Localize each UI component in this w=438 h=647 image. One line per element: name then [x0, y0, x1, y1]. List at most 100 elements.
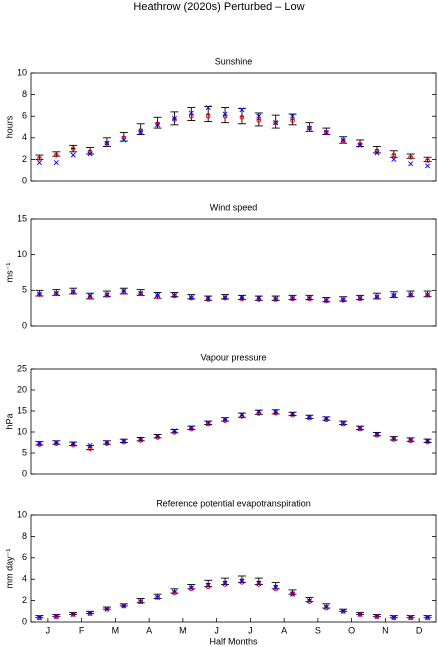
- x-marker: [155, 594, 161, 600]
- plot-area: [30, 514, 437, 623]
- x-marker: [425, 438, 431, 444]
- x-marker: [290, 295, 296, 301]
- point-marker: [290, 118, 295, 123]
- point-marker: [222, 582, 228, 587]
- x-marker: [138, 129, 144, 135]
- x-marker: [391, 436, 397, 442]
- x-marker: [239, 412, 245, 418]
- x-marker: [239, 578, 245, 584]
- x-marker: [391, 292, 397, 298]
- point-marker: [273, 297, 278, 302]
- point-marker: [138, 291, 143, 297]
- point-marker: [87, 446, 93, 452]
- x-marker: [408, 437, 414, 443]
- point-marker: [172, 117, 177, 122]
- point-marker: [391, 437, 397, 442]
- point-marker: [357, 612, 363, 617]
- x-marker: [121, 438, 127, 444]
- x-marker: [171, 589, 177, 595]
- y-axis-label: ms⁻¹: [4, 263, 14, 283]
- y-tick-label: 2: [22, 154, 27, 164]
- x-marker: [104, 292, 110, 298]
- point-marker: [155, 595, 160, 600]
- point-marker: [273, 586, 278, 592]
- x-marker: [323, 604, 329, 610]
- point-marker: [324, 605, 329, 611]
- x-marker: [408, 161, 414, 167]
- x-marker: [306, 295, 312, 301]
- x-marker: [357, 611, 363, 618]
- x-marker: [205, 105, 211, 111]
- point-marker: [138, 129, 143, 134]
- x-marker: [155, 433, 161, 439]
- x-marker: [323, 297, 329, 303]
- x-marker: [70, 611, 76, 618]
- x-marker: [222, 580, 228, 586]
- x-marker: [256, 113, 262, 119]
- y-tick-label: 0: [22, 468, 27, 478]
- y-tick-label: 15: [17, 213, 27, 223]
- figure-title: Heathrow (2020s) Perturbed – Low: [133, 1, 304, 13]
- x-tick-label: S: [315, 625, 321, 635]
- x-marker: [36, 160, 42, 166]
- x-marker: [138, 290, 144, 296]
- y-axis-label: hPa: [4, 413, 14, 429]
- x-marker: [340, 297, 346, 303]
- y-tick-label: 10: [17, 426, 27, 436]
- point-marker: [239, 580, 245, 585]
- x-marker: [290, 591, 296, 597]
- x-marker: [340, 608, 346, 614]
- x-marker: [374, 432, 380, 438]
- x-marker: [70, 289, 76, 295]
- point-marker: [307, 415, 312, 421]
- point-marker: [205, 421, 211, 427]
- x-marker: [273, 409, 279, 415]
- x-marker: [290, 113, 296, 119]
- x-marker: [70, 441, 76, 447]
- x-marker: [408, 615, 414, 621]
- x-marker: [70, 152, 76, 158]
- point-marker: [307, 125, 312, 131]
- x-marker: [53, 439, 59, 446]
- y-tick-label: 10: [17, 509, 27, 519]
- point-marker: [205, 113, 211, 119]
- point-marker: [408, 438, 413, 444]
- subplot-title: Reference potential evapotranspiration: [156, 498, 311, 508]
- x-marker: [239, 294, 245, 300]
- x-marker: [155, 122, 161, 128]
- x-marker: [36, 615, 42, 621]
- point-marker: [408, 615, 413, 621]
- point-marker: [54, 152, 59, 158]
- point-marker: [138, 599, 143, 604]
- point-marker: [307, 599, 312, 604]
- y-tick-label: 2: [22, 595, 27, 605]
- x-tick-label: A: [281, 625, 287, 635]
- error-bar: [204, 420, 213, 425]
- y-tick-label: 0: [22, 320, 27, 330]
- x-tick-label: M: [179, 625, 187, 635]
- point-marker: [425, 158, 430, 163]
- x-marker: [121, 137, 127, 143]
- subplot-title: Sunshine: [215, 56, 253, 66]
- point-marker: [408, 154, 413, 160]
- plot-area: [30, 72, 437, 182]
- x-marker: [340, 421, 346, 427]
- x-tick-label: D: [416, 625, 423, 635]
- x-tick-label: F: [79, 625, 85, 635]
- point-marker: [425, 615, 430, 621]
- point-marker: [307, 296, 312, 302]
- x-marker: [121, 603, 127, 609]
- x-marker: [188, 585, 194, 591]
- x-marker: [104, 439, 110, 446]
- x-marker: [273, 120, 279, 126]
- y-axis-label: mm day⁻¹: [4, 549, 14, 589]
- x-tick-label: J: [248, 625, 253, 635]
- x-marker: [273, 585, 279, 591]
- point-marker: [37, 156, 42, 161]
- subplot-title: Vapour pressure: [201, 352, 267, 362]
- x-marker: [290, 411, 296, 417]
- point-marker: [374, 614, 380, 619]
- x-marker: [171, 115, 177, 121]
- x-marker: [357, 142, 363, 148]
